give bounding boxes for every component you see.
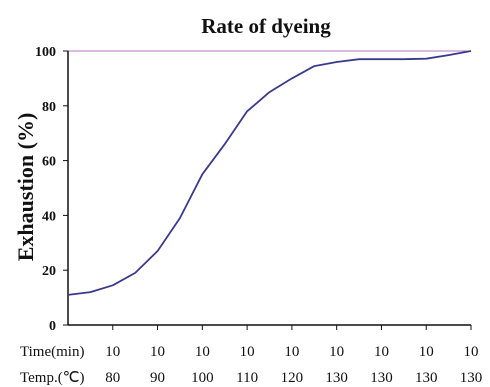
x-tick-label: 10 bbox=[464, 344, 479, 360]
x-tick-label: 10 bbox=[329, 344, 344, 360]
axes bbox=[67, 50, 472, 330]
x-row-label: Time(min) bbox=[20, 344, 84, 360]
x-row-label: Temp.(℃) bbox=[20, 370, 85, 386]
y-tick-label: 0 bbox=[49, 319, 56, 334]
series-line bbox=[67, 50, 472, 296]
x-tick-label: 130 bbox=[415, 370, 438, 386]
y-tick-label: 40 bbox=[42, 209, 56, 224]
x-tick-label: 100 bbox=[191, 370, 214, 386]
x-axis-rows: Time(min) 10 10 10 10 10 10 10 10 10 Temp.(℃) 80 90 1… bbox=[20, 344, 482, 386]
x-tick-label: 80 bbox=[105, 370, 120, 386]
x-tick-label: 10 bbox=[150, 344, 165, 360]
plot-area bbox=[67, 50, 472, 296]
y-ticks: 0 20 40 60 80 100 bbox=[35, 45, 68, 334]
y-tick-label: 20 bbox=[42, 264, 56, 279]
y-axis-title: Exhaustion (%) bbox=[13, 113, 38, 262]
x-tick-label: 10 bbox=[284, 344, 299, 360]
x-tick-label: 130 bbox=[460, 370, 483, 386]
x-tick-label: 10 bbox=[240, 344, 255, 360]
y-tick-label: 80 bbox=[42, 100, 56, 115]
y-tick-label: 100 bbox=[35, 45, 56, 60]
chart-title: Rate of dyeing bbox=[201, 14, 331, 38]
x-tick-label: 130 bbox=[370, 370, 393, 386]
x-tick-label: 10 bbox=[419, 344, 434, 360]
x-tick-label: 10 bbox=[195, 344, 210, 360]
x-tick-label: 110 bbox=[236, 370, 258, 386]
x-tick-label: 120 bbox=[281, 370, 304, 386]
x-tick-label: 130 bbox=[325, 370, 348, 386]
y-tick-label: 60 bbox=[42, 155, 56, 170]
x-tick-label: 10 bbox=[374, 344, 389, 360]
x-tick-label: 90 bbox=[150, 370, 165, 386]
x-tick-label: 10 bbox=[105, 344, 120, 360]
